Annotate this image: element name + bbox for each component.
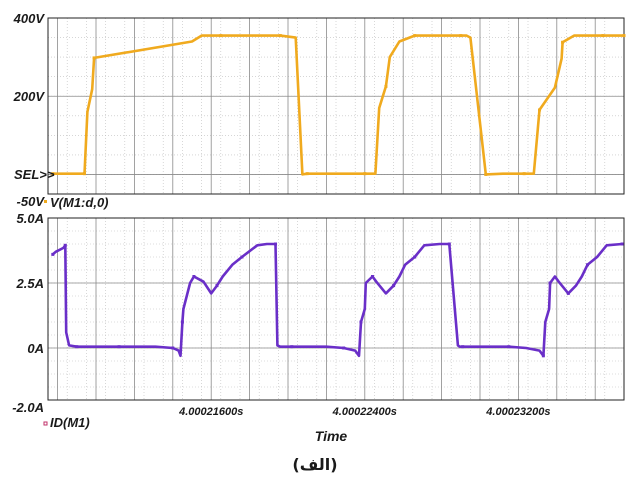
y-tick-label: 0A — [27, 341, 44, 356]
data-point — [63, 243, 67, 247]
data-point — [548, 281, 552, 285]
data-point — [370, 275, 374, 278]
data-point — [51, 172, 55, 176]
trace-line — [52, 34, 624, 176]
bottom-panel-frame — [47, 217, 625, 401]
data-point — [192, 275, 196, 278]
data-point — [363, 172, 367, 176]
y-tick-label: -2.0A — [12, 400, 44, 415]
data-point — [447, 242, 451, 246]
data-point — [274, 242, 278, 246]
data-point — [180, 320, 184, 324]
y-tick-label: 2.5A — [16, 276, 44, 291]
data-point — [171, 346, 175, 350]
top-panel-frame — [47, 17, 625, 195]
y-tick-label: 200V — [13, 89, 46, 104]
data-point — [484, 172, 488, 176]
data-point — [620, 242, 624, 246]
data-point — [461, 345, 465, 349]
data-point — [392, 284, 396, 288]
y-tick-label: 400V — [13, 11, 46, 26]
data-point — [601, 34, 605, 38]
bottom-trace-legend-swatch — [43, 421, 48, 426]
figure-caption: (الف) — [292, 455, 337, 474]
data-point — [240, 255, 244, 259]
x-tick-label: 4.00022400s — [332, 406, 397, 418]
data-point — [541, 354, 545, 358]
top-trace-name: V(M1:d,0) — [50, 195, 109, 210]
data-point — [561, 40, 565, 44]
bottom-y-tick-labels: 5.0A 2.5A 0A -2.0A — [12, 211, 44, 415]
data-point — [538, 108, 542, 112]
x-tick-label: 4.00021600s — [178, 406, 243, 418]
trace-line — [51, 242, 623, 358]
data-point — [566, 291, 570, 295]
data-point — [92, 56, 96, 60]
data-point — [342, 346, 346, 350]
data-point — [219, 34, 223, 38]
data-point — [459, 34, 463, 38]
x-axis-title: Time — [315, 428, 348, 444]
data-point — [278, 34, 282, 38]
top-panel-grid — [48, 18, 624, 194]
data-point — [413, 255, 417, 259]
y-tick-label: 5.0A — [17, 211, 44, 226]
y-tick-label: -50V — [17, 194, 46, 209]
data-point — [51, 252, 55, 256]
top-trace-legend-swatch — [44, 200, 47, 203]
data-point — [215, 284, 219, 288]
data-point — [622, 34, 626, 38]
top-y-tick-labels: 400V 200V -50V — [13, 11, 46, 209]
bottom-trace — [51, 242, 624, 358]
bottom-panel-grid — [48, 218, 624, 400]
data-point — [75, 345, 79, 349]
data-point — [117, 345, 121, 349]
data-point — [359, 320, 363, 324]
data-point — [413, 34, 417, 38]
x-tick-label: 4.00023200s — [485, 406, 550, 418]
bottom-trace-name: ID(M1) — [50, 415, 90, 430]
data-point — [586, 263, 590, 267]
data-point — [522, 172, 526, 176]
data-point — [507, 345, 511, 349]
data-point — [82, 172, 86, 176]
data-point — [305, 172, 309, 176]
data-point — [290, 345, 294, 349]
data-point — [384, 84, 388, 88]
top-trace — [51, 34, 626, 176]
sel-marker: SEL>> — [14, 167, 55, 182]
x-tick-labels: 4.00021600s 4.00022400s 4.00023200s — [178, 406, 550, 418]
